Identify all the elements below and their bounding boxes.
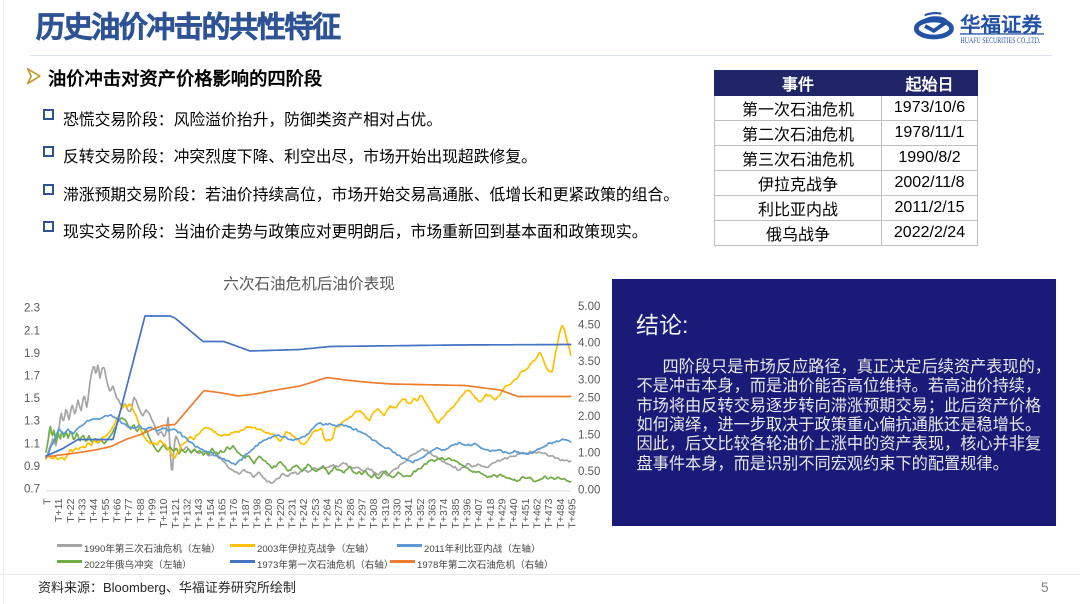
svg-text:T+11: T+11: [53, 498, 65, 522]
svg-text:1.50: 1.50: [578, 429, 600, 441]
svg-text:T+330: T+330: [392, 498, 404, 528]
svg-text:4.50: 4.50: [578, 319, 600, 331]
svg-text:4.00: 4.00: [578, 338, 600, 350]
svg-text:T+374: T+374: [438, 498, 450, 528]
svg-text:T+176: T+176: [228, 498, 240, 528]
svg-text:T+77: T+77: [123, 498, 135, 522]
svg-text:T+121: T+121: [170, 498, 182, 528]
svg-text:T+44: T+44: [88, 498, 100, 522]
svg-text:T+385: T+385: [450, 498, 462, 528]
svg-text:3.00: 3.00: [578, 374, 600, 386]
svg-text:T+429: T+429: [497, 498, 509, 528]
svg-text:T+440: T+440: [508, 498, 520, 528]
svg-text:T+66: T+66: [112, 498, 124, 522]
svg-text:T+473: T+473: [543, 498, 555, 528]
svg-text:1.5: 1.5: [24, 393, 40, 405]
svg-text:T+495: T+495: [567, 498, 579, 528]
svg-text:T+462: T+462: [532, 498, 544, 528]
svg-text:T+154: T+154: [205, 498, 217, 528]
svg-text:T+451: T+451: [520, 498, 532, 528]
svg-text:T+396: T+396: [462, 498, 474, 528]
svg-text:2.50: 2.50: [578, 393, 600, 405]
svg-text:T+319: T+319: [380, 498, 392, 528]
svg-text:T+264: T+264: [322, 498, 334, 528]
svg-text:T+132: T+132: [182, 498, 194, 528]
svg-text:T+88: T+88: [135, 498, 147, 522]
svg-text:T+363: T+363: [427, 498, 439, 528]
svg-text:T+407: T+407: [473, 498, 485, 528]
svg-text:T+55: T+55: [100, 498, 112, 522]
svg-text:T+198: T+198: [252, 498, 264, 528]
svg-text:T+22: T+22: [65, 498, 77, 522]
svg-text:T+187: T+187: [240, 498, 252, 528]
svg-text:T+352: T+352: [415, 498, 427, 528]
svg-text:T+308: T+308: [368, 498, 380, 528]
svg-text:华福证券: 华福证券: [960, 13, 1043, 37]
svg-text:T+110: T+110: [158, 498, 170, 527]
svg-text:2.1: 2.1: [24, 325, 40, 337]
svg-text:T+209: T+209: [263, 498, 275, 528]
svg-text:1.1: 1.1: [24, 438, 40, 450]
svg-text:1.9: 1.9: [24, 348, 40, 360]
svg-text:T+484: T+484: [555, 498, 567, 528]
svg-text:T+33: T+33: [77, 498, 89, 522]
svg-text:T+143: T+143: [193, 498, 205, 528]
svg-text:T+99: T+99: [147, 498, 159, 522]
svg-text:T+165: T+165: [217, 498, 229, 528]
svg-text:2.3: 2.3: [24, 303, 40, 315]
svg-text:T+242: T+242: [298, 498, 310, 528]
svg-text:T+341: T+341: [403, 498, 415, 528]
svg-text:0.7: 0.7: [24, 484, 40, 496]
svg-text:5.00: 5.00: [578, 301, 600, 313]
svg-text:六次石油危机后油价表现: 六次石油危机后油价表现: [223, 275, 395, 293]
svg-text:0.50: 0.50: [578, 466, 600, 478]
svg-text:1.00: 1.00: [578, 448, 600, 460]
svg-text:HUAFU SECURITIES CO.,LTD.: HUAFU SECURITIES CO.,LTD.: [961, 36, 1041, 45]
svg-text:0.9: 0.9: [24, 461, 40, 473]
svg-text:T+253: T+253: [310, 498, 322, 528]
svg-text:2.00: 2.00: [578, 411, 600, 423]
svg-text:T: T: [42, 498, 54, 505]
svg-text:0.00: 0.00: [578, 484, 600, 496]
svg-text:3.50: 3.50: [578, 356, 600, 368]
svg-text:1.3: 1.3: [24, 416, 40, 428]
svg-text:T+220: T+220: [275, 498, 287, 528]
svg-text:T+418: T+418: [485, 498, 497, 528]
svg-text:T+231: T+231: [287, 498, 299, 528]
svg-text:T+275: T+275: [333, 498, 345, 528]
svg-text:T+297: T+297: [357, 498, 369, 528]
svg-text:T+286: T+286: [345, 498, 357, 528]
svg-text:1.7: 1.7: [24, 371, 40, 383]
